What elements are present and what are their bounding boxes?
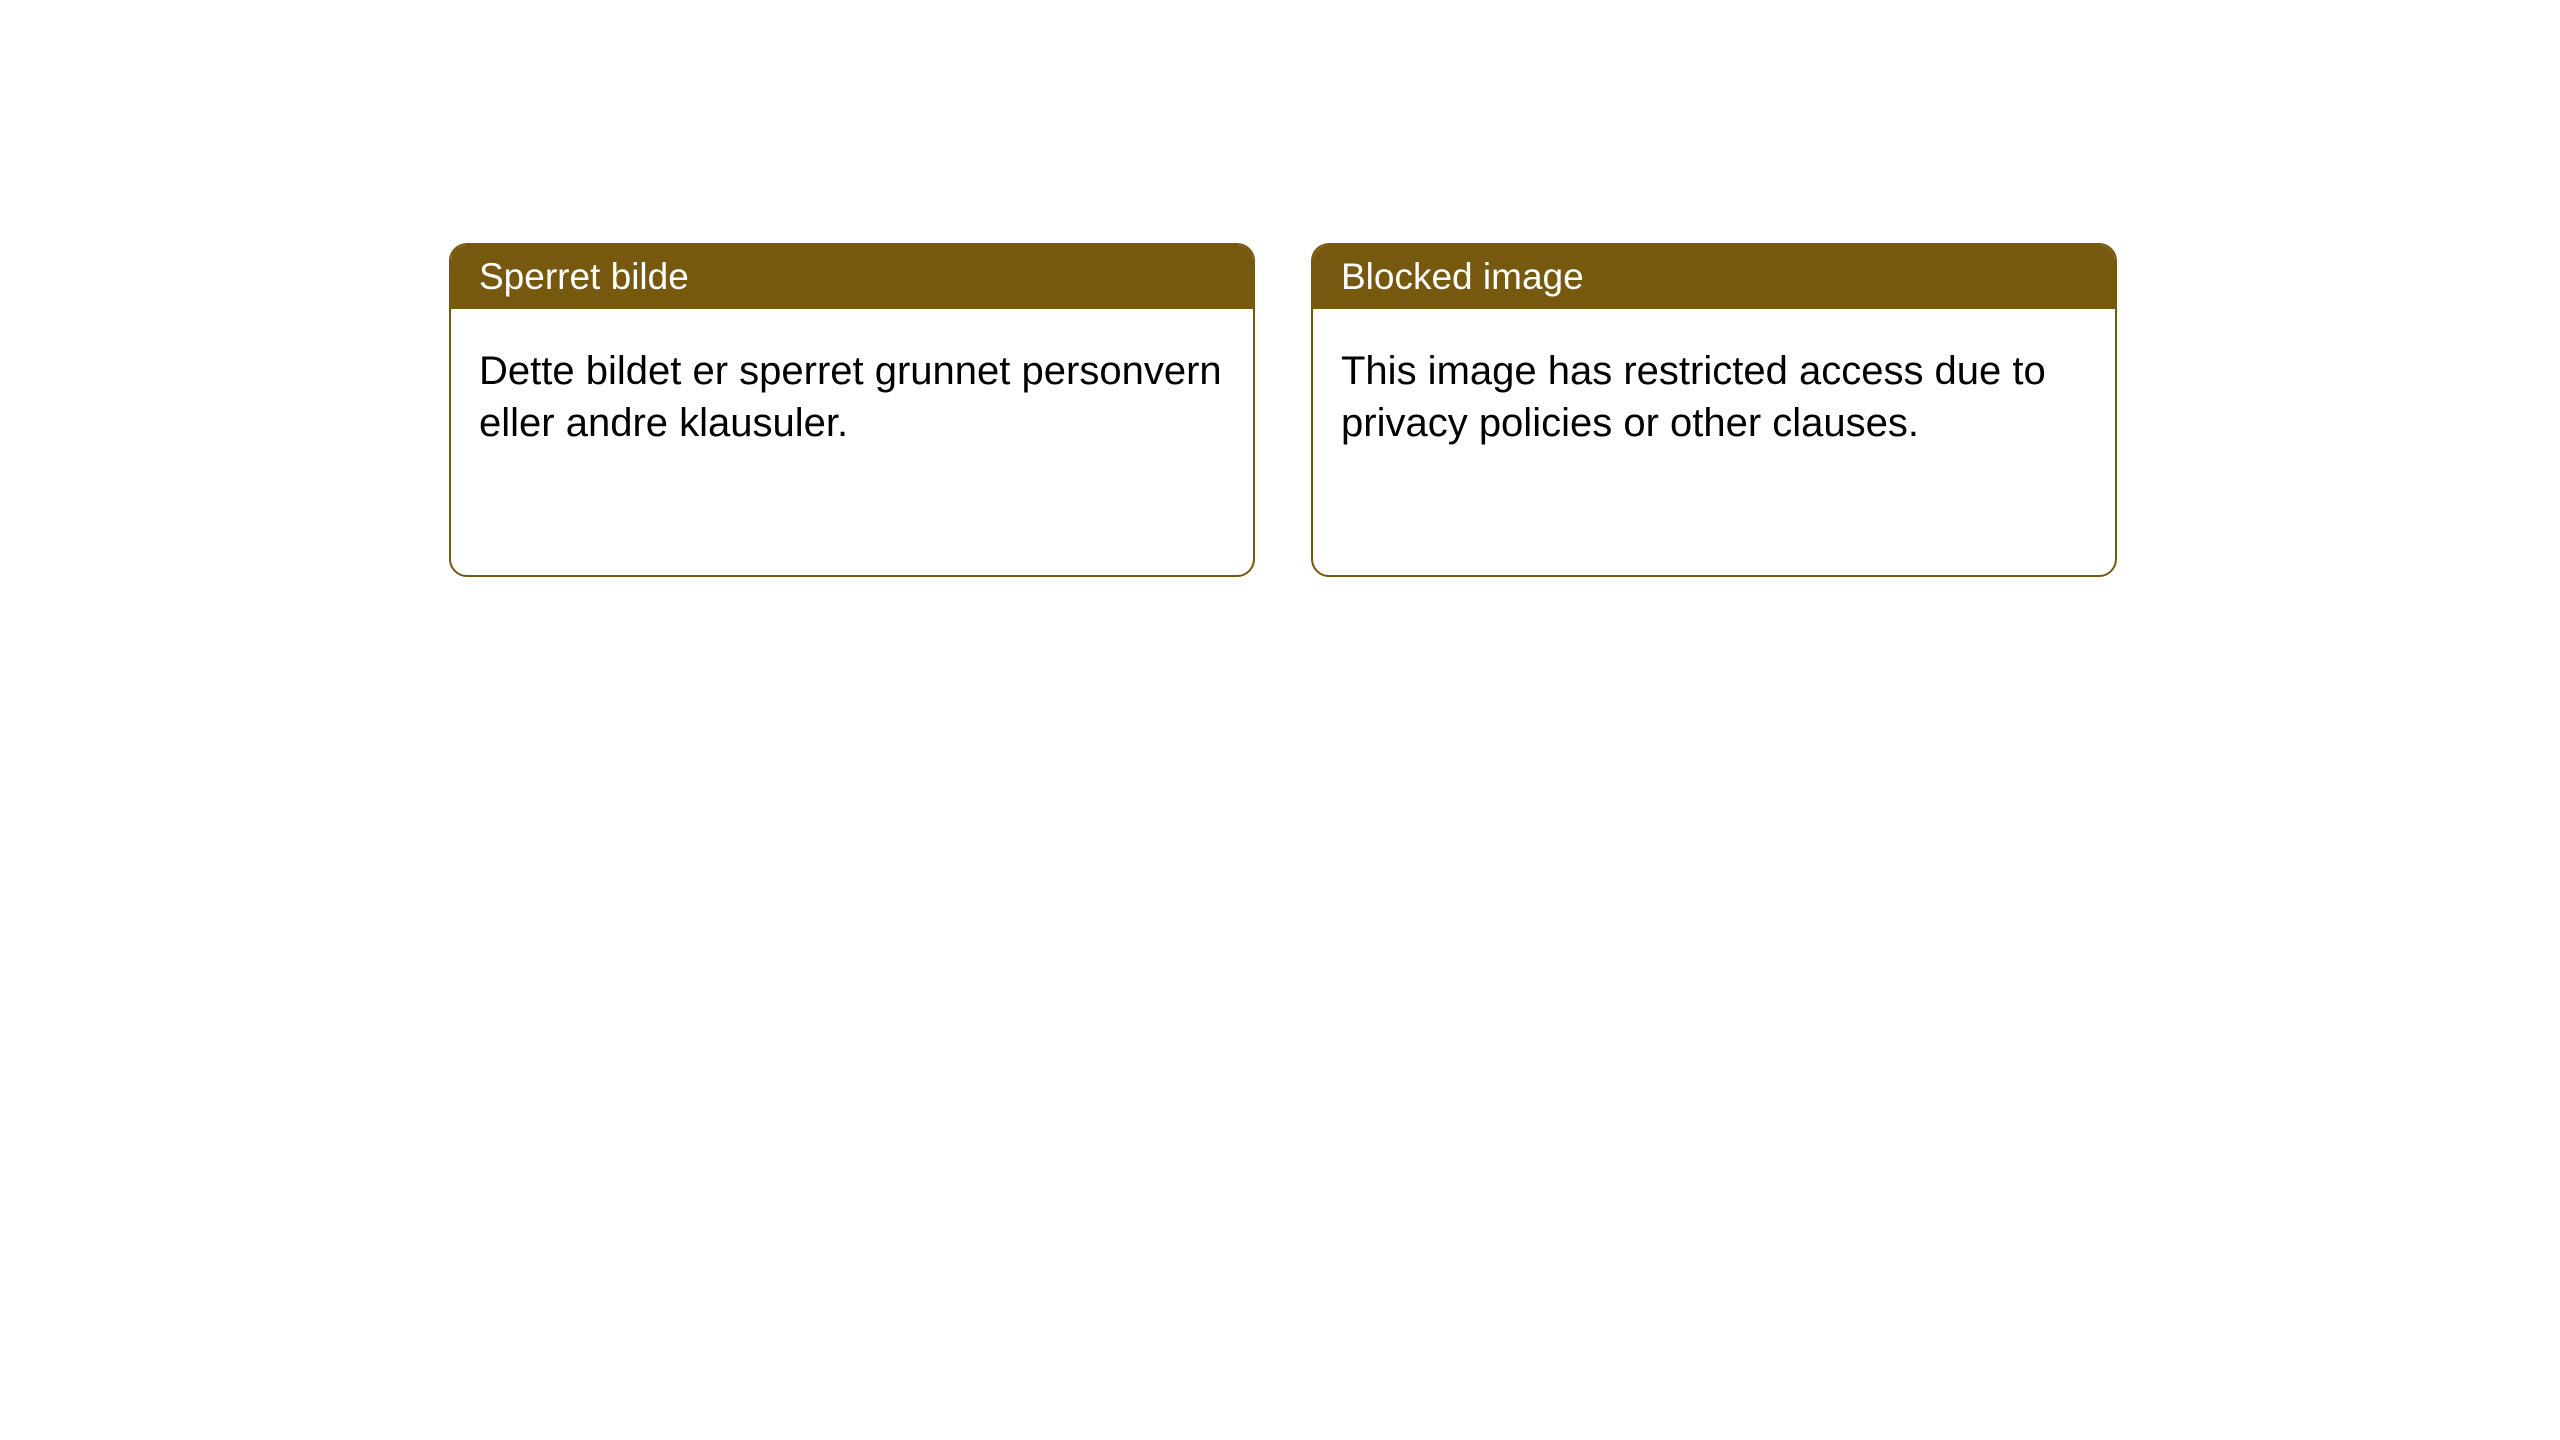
- notice-container: Sperret bilde Dette bildet er sperret gr…: [0, 0, 2560, 577]
- notice-header: Sperret bilde: [451, 245, 1253, 309]
- notice-text: This image has restricted access due to …: [1341, 349, 2046, 445]
- notice-header: Blocked image: [1313, 245, 2115, 309]
- notice-card-norwegian: Sperret bilde Dette bildet er sperret gr…: [449, 243, 1255, 577]
- notice-title: Sperret bilde: [479, 256, 689, 297]
- notice-body: This image has restricted access due to …: [1313, 309, 2115, 485]
- notice-card-english: Blocked image This image has restricted …: [1311, 243, 2117, 577]
- notice-title: Blocked image: [1341, 256, 1584, 297]
- notice-text: Dette bildet er sperret grunnet personve…: [479, 349, 1222, 445]
- notice-body: Dette bildet er sperret grunnet personve…: [451, 309, 1253, 485]
